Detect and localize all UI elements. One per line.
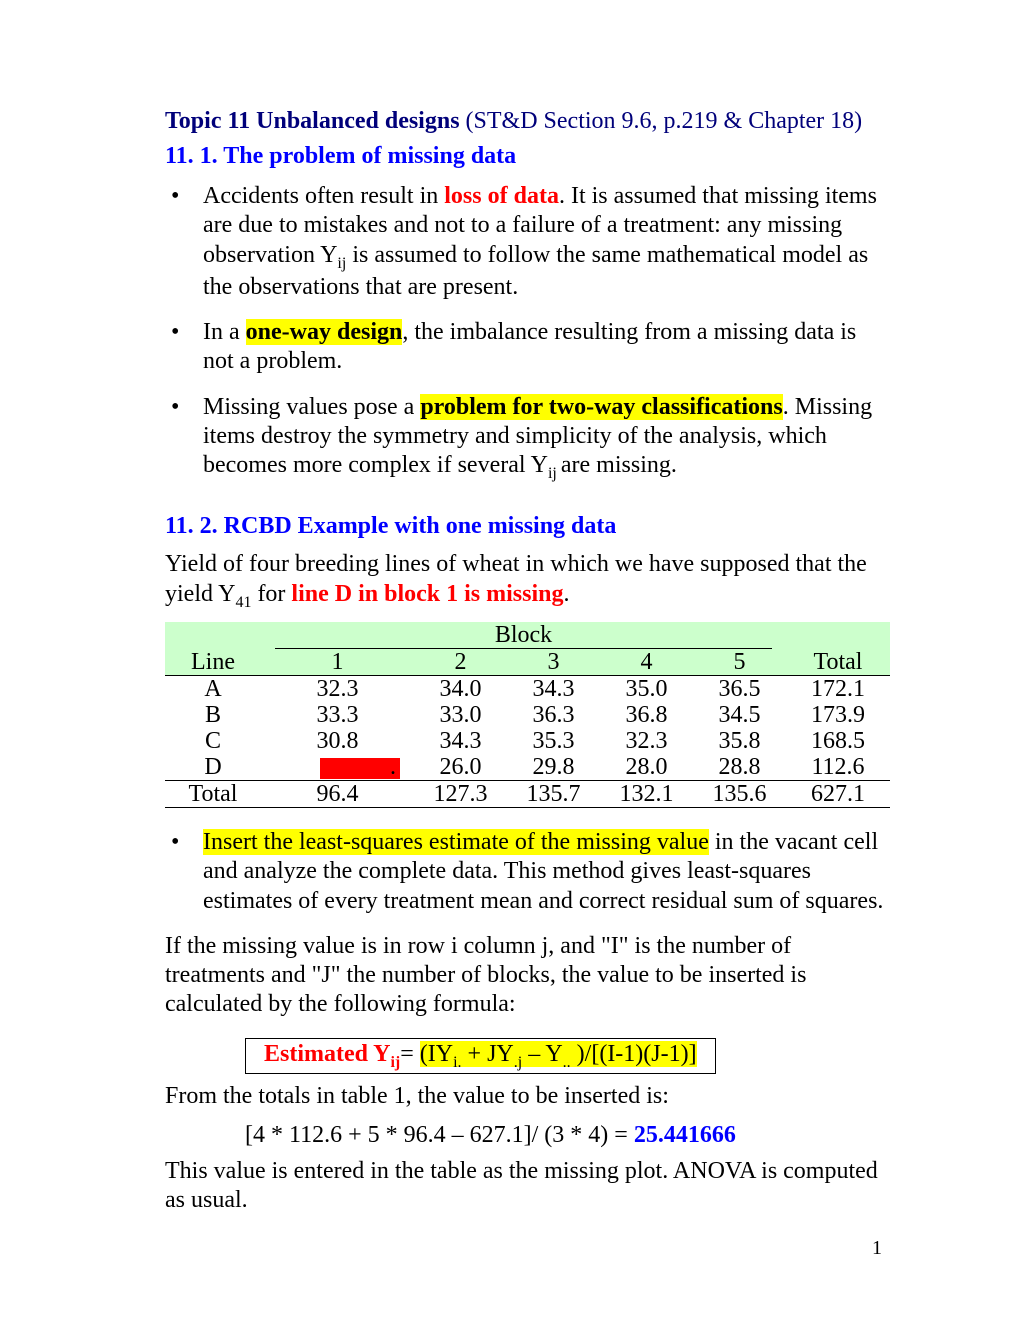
table-row: C 30.8 34.3 35.3 32.3 35.8 168.5 [165, 728, 890, 754]
table-row: B 33.3 33.0 36.3 36.8 34.5 173.9 [165, 702, 890, 728]
footer-line-cell: Total [165, 781, 261, 808]
footer-cell: 135.7 [507, 781, 600, 808]
calc-result: 25.441666 [634, 1122, 736, 1148]
footer-cell: 96.4 [261, 781, 414, 808]
text: . [563, 581, 569, 607]
section-2-heading: 11. 2. RCBD Example with one missing dat… [165, 513, 890, 540]
line-cell: A [165, 676, 261, 703]
table-header-row-2: Line 1 2 3 4 5 Total [165, 649, 890, 676]
total-cell: 168.5 [786, 728, 890, 754]
paragraph: From the totals in table 1, the value to… [165, 1082, 890, 1111]
footer-cell: 135.6 [693, 781, 786, 808]
formula-label: Estimated Y [264, 1041, 390, 1067]
footer-total-cell: 627.1 [786, 781, 890, 808]
total-header: Total [786, 649, 890, 676]
empty-cell [165, 622, 261, 649]
paragraph: This value is entered in the table as th… [165, 1157, 890, 1216]
red-text: line D in block 1 is missing [291, 581, 563, 607]
col-header: 4 [600, 649, 693, 676]
subscript: 41 [235, 594, 251, 611]
title-bold: Topic 11 Unbalanced designs [165, 108, 460, 134]
col-header: 3 [507, 649, 600, 676]
highlight-text: one-way design [246, 319, 403, 345]
equals: = [400, 1041, 420, 1067]
data-cell: 35.8 [693, 728, 786, 754]
total-cell: 112.6 [786, 754, 890, 781]
table-row: D . 26.0 29.8 28.0 28.8 112.6 [165, 754, 890, 781]
table-footer-row: Total 96.4 127.3 135.7 132.1 135.6 627.1 [165, 781, 890, 808]
data-cell: 32.3 [261, 676, 414, 703]
text: are missing. [561, 452, 677, 478]
line-cell: C [165, 728, 261, 754]
section-3-bullets: Insert the least-squares estimate of the… [165, 828, 890, 916]
text: Accidents often result in [203, 183, 444, 209]
subscript: ij [337, 254, 346, 271]
page-number: 1 [872, 1237, 882, 1260]
line-header: Line [165, 649, 261, 676]
data-cell: 36.3 [507, 702, 600, 728]
formula-body: (IYi. + JY.j – Y.. )/[(I-1)(J-1)] [420, 1041, 697, 1067]
table-header-row-1: Block [165, 622, 890, 649]
data-cell: 35.3 [507, 728, 600, 754]
title-plain: (ST&D Section 9.6, p.219 & Chapter 18) [460, 108, 863, 134]
red-text: loss of data [444, 183, 559, 209]
data-cell: 28.0 [600, 754, 693, 781]
footer-cell: 127.3 [414, 781, 507, 808]
block-label-cell: Block [261, 622, 786, 649]
formula-box: Estimated Yij= (IYi. + JY.j – Y.. )/[(I-… [245, 1038, 716, 1075]
data-cell: 33.3 [261, 702, 414, 728]
data-cell: 34.3 [507, 676, 600, 703]
text: In a [203, 319, 246, 345]
section-1-heading: 11. 1. The problem of missing data [165, 143, 890, 170]
paragraph: If the missing value is in row i column … [165, 932, 890, 1020]
highlight-text: Insert the least-squares estimate of the… [203, 829, 709, 855]
data-cell: 33.0 [414, 702, 507, 728]
text: Missing values pose a [203, 394, 420, 420]
data-cell: 36.8 [600, 702, 693, 728]
data-cell: 30.8 [261, 728, 414, 754]
line-cell: B [165, 702, 261, 728]
bullet-item: In a one-way design, the imbalance resul… [165, 318, 890, 377]
table-row: A 32.3 34.0 34.3 35.0 36.5 172.1 [165, 676, 890, 703]
bullet-item: Missing values pose a problem for two-wa… [165, 393, 890, 484]
total-cell: 173.9 [786, 702, 890, 728]
page: Topic 11 Unbalanced designs (ST&D Sectio… [0, 0, 1020, 1320]
subscript: ij [390, 1053, 400, 1070]
data-cell: 29.8 [507, 754, 600, 781]
dot: . [390, 754, 396, 780]
calc-expression: [4 * 112.6 + 5 * 96.4 – 627.1]/ (3 * 4) … [245, 1122, 634, 1148]
empty-cell [786, 622, 890, 649]
missing-data-cell: . [261, 754, 414, 781]
bullet-item: Insert the least-squares estimate of the… [165, 828, 890, 916]
data-cell: 26.0 [414, 754, 507, 781]
data-cell: 34.3 [414, 728, 507, 754]
subscript: ij [548, 465, 561, 482]
data-cell: 34.0 [414, 676, 507, 703]
col-header: 2 [414, 649, 507, 676]
data-table: Block Line 1 2 3 4 5 Total A 32.3 34.0 3… [165, 622, 890, 808]
col-header: 1 [261, 649, 414, 676]
line-cell: D [165, 754, 261, 781]
data-cell: 32.3 [600, 728, 693, 754]
total-cell: 172.1 [786, 676, 890, 703]
data-cell: 34.5 [693, 702, 786, 728]
data-cell: 35.0 [600, 676, 693, 703]
block-label: Block [495, 622, 552, 648]
calculation-line: [4 * 112.6 + 5 * 96.4 – 627.1]/ (3 * 4) … [245, 1122, 890, 1149]
highlight-text: problem for two-way classifications [420, 394, 782, 420]
section-2-intro: Yield of four breeding lines of wheat in… [165, 550, 890, 612]
col-header: 5 [693, 649, 786, 676]
data-cell: 36.5 [693, 676, 786, 703]
data-cell: 28.8 [693, 754, 786, 781]
missing-marker [320, 758, 400, 779]
bullet-item: Accidents often result in loss of data. … [165, 182, 890, 302]
footer-cell: 132.1 [600, 781, 693, 808]
text: for [251, 581, 291, 607]
page-title: Topic 11 Unbalanced designs (ST&D Sectio… [165, 108, 890, 135]
section-1-bullets: Accidents often result in loss of data. … [165, 182, 890, 483]
